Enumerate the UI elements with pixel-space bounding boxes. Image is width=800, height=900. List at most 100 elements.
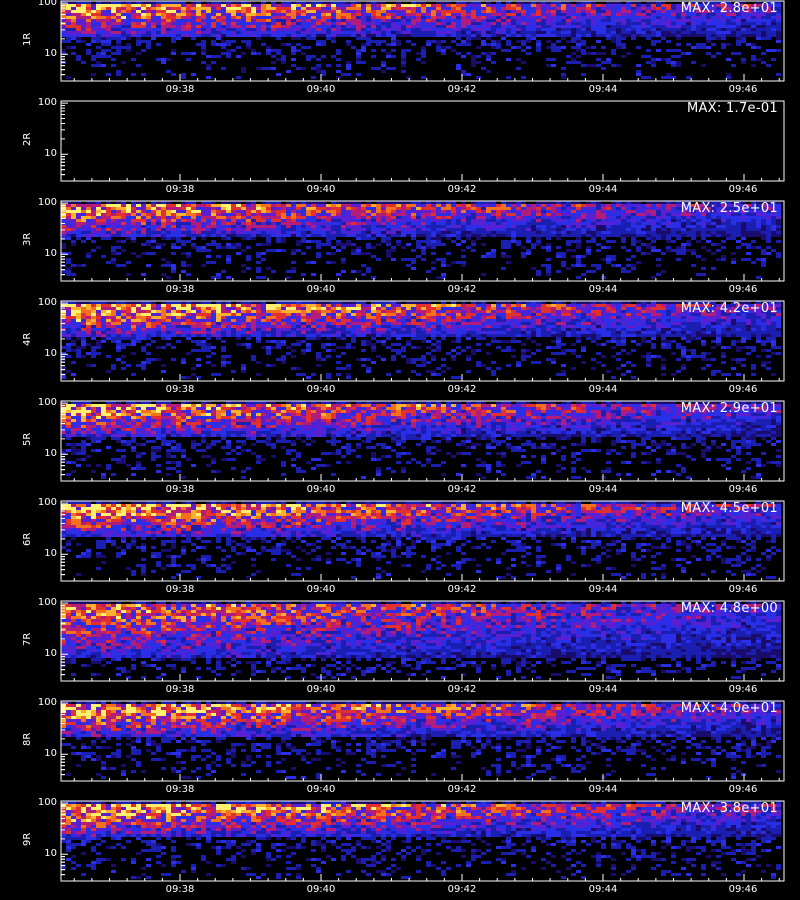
heatmap-cell xyxy=(381,40,386,43)
heatmap-cell xyxy=(481,222,486,225)
heatmap-cell xyxy=(521,28,526,31)
heatmap-cell xyxy=(486,225,491,228)
heatmap-cell xyxy=(586,213,591,216)
heatmap-cell xyxy=(316,222,321,225)
heatmap-cell xyxy=(141,364,146,367)
heatmap-cell xyxy=(361,213,366,216)
heatmap-cell xyxy=(651,207,656,210)
heatmap-cell xyxy=(736,234,741,237)
heatmap-cell xyxy=(516,19,521,22)
heatmap-cell xyxy=(656,22,661,25)
heatmap-cell xyxy=(106,16,111,19)
heatmap-cell xyxy=(556,28,561,31)
heatmap-cell xyxy=(136,204,141,207)
heatmap-cell xyxy=(206,7,211,10)
heatmap-cell xyxy=(496,222,501,225)
heatmap-cell xyxy=(661,207,666,210)
heatmap-cell xyxy=(256,234,261,237)
heatmap-cell xyxy=(121,264,126,267)
heatmap-cell xyxy=(321,16,326,19)
heatmap-cell xyxy=(306,228,311,231)
heatmap-cell xyxy=(496,40,501,43)
heatmap-cell xyxy=(141,201,146,204)
heatmap-cell xyxy=(336,228,341,231)
heatmap-cell xyxy=(666,228,671,231)
heatmap-cell xyxy=(626,249,631,252)
heatmap-cell xyxy=(321,70,326,73)
heatmap-cell xyxy=(126,210,131,213)
heatmap-cell xyxy=(176,240,181,243)
heatmap-cell xyxy=(71,304,76,307)
heatmap-cell xyxy=(381,28,386,31)
heatmap-cell xyxy=(536,28,541,31)
heatmap-cell xyxy=(306,37,311,40)
heatmap-cell xyxy=(271,207,276,210)
heatmap-cell xyxy=(196,246,201,249)
heatmap-cell xyxy=(681,234,686,237)
heatmap-cell xyxy=(81,204,86,207)
heatmap-cell xyxy=(546,237,551,240)
heatmap-cell xyxy=(116,331,121,334)
heatmap-cell xyxy=(131,313,136,316)
heatmap-cell xyxy=(601,234,606,237)
heatmap-cell xyxy=(726,4,731,7)
heatmap-cell xyxy=(766,234,771,237)
heatmap-cell xyxy=(246,46,251,49)
heatmap-cell xyxy=(66,319,71,322)
heatmap-cell xyxy=(636,28,641,31)
heatmap-cell xyxy=(521,76,526,79)
heatmap-cell xyxy=(86,213,91,216)
heatmap-cell xyxy=(491,61,496,64)
x-ticks xyxy=(73,274,780,281)
heatmap-cell xyxy=(681,252,686,255)
heatmap-cell xyxy=(506,222,511,225)
heatmap-cell xyxy=(591,225,596,228)
heatmap-cell xyxy=(766,210,771,213)
heatmap-cell xyxy=(136,25,141,28)
heatmap-cell xyxy=(91,355,96,358)
heatmap-cell xyxy=(211,61,216,64)
heatmap-cell xyxy=(366,34,371,37)
heatmap-cell xyxy=(466,34,471,37)
heatmap-cell xyxy=(451,219,456,222)
heatmap-cell xyxy=(221,222,226,225)
heatmap-cell xyxy=(761,19,766,22)
heatmap-cell xyxy=(141,16,146,19)
heatmap-cell xyxy=(551,25,556,28)
heatmap-cell xyxy=(466,210,471,213)
heatmap-cell xyxy=(126,37,131,40)
heatmap-cell xyxy=(101,325,106,328)
heatmap-cell xyxy=(181,213,186,216)
heatmap-cell xyxy=(636,10,641,13)
heatmap-cell xyxy=(581,228,586,231)
heatmap-cell xyxy=(461,7,466,10)
heatmap-cell xyxy=(766,25,771,28)
heatmap-cell xyxy=(201,264,206,267)
heatmap-cell xyxy=(516,40,521,43)
heatmap-cell xyxy=(146,343,151,346)
heatmap-cell xyxy=(71,222,76,225)
heatmap-cell xyxy=(176,19,181,22)
heatmap-cell xyxy=(666,61,671,64)
heatmap-cell xyxy=(596,40,601,43)
heatmap-cell xyxy=(321,228,326,231)
heatmap-cell xyxy=(686,4,691,7)
heatmap-cell xyxy=(426,231,431,234)
heatmap-cells xyxy=(61,201,781,279)
heatmap-cell xyxy=(271,49,276,52)
heatmap-cell xyxy=(631,201,636,204)
heatmap-cell xyxy=(266,213,271,216)
heatmap-cell xyxy=(361,16,366,19)
heatmap-cell xyxy=(716,201,721,204)
heatmap-cell xyxy=(516,204,521,207)
heatmap-cell xyxy=(496,19,501,22)
heatmap-cell xyxy=(191,246,196,249)
heatmap-cell xyxy=(746,246,751,249)
heatmap-cell xyxy=(331,246,336,249)
heatmap-cell xyxy=(236,234,241,237)
max-value-label: MAX: 2.5e+01 xyxy=(680,201,778,216)
heatmap-cell xyxy=(231,13,236,16)
heatmap-cell xyxy=(96,213,101,216)
heatmap-cell xyxy=(141,349,146,352)
heatmap-cell xyxy=(281,34,286,37)
